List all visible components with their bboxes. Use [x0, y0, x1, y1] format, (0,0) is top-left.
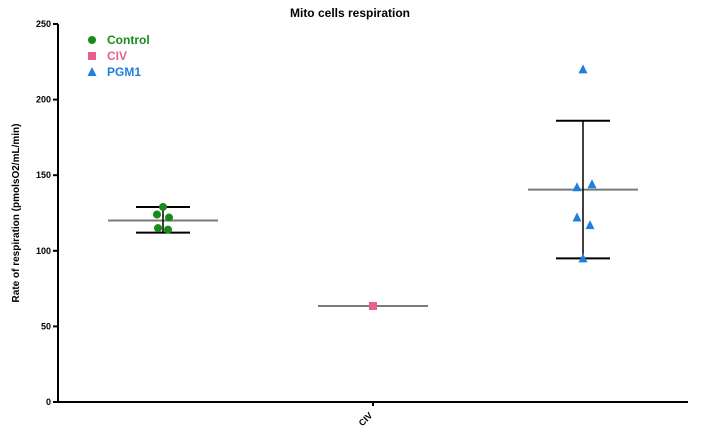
data-point: [572, 182, 582, 192]
y-tick-label: 50: [41, 321, 51, 331]
data-point: [572, 212, 582, 222]
x-axis-ticks: CIV: [357, 402, 375, 428]
data-point: [578, 253, 588, 263]
legend: Control CIV PGM1: [87, 33, 150, 79]
legend-marker-civ: [88, 52, 96, 60]
series-pgm1: [528, 64, 638, 263]
y-tick-label: 200: [36, 95, 51, 105]
y-axis-label: Rate of respiration (pmolsO2/mL/min): [11, 124, 22, 303]
y-tick-label: 150: [36, 170, 51, 180]
legend-marker-pgm1: [87, 67, 97, 76]
legend-marker-control: [88, 36, 96, 44]
data-point: [587, 179, 597, 189]
chart-title: Mito cells respiration: [290, 6, 410, 20]
data-point: [578, 64, 588, 74]
x-tick-label: CIV: [357, 410, 375, 428]
plot-marks: [108, 64, 638, 310]
y-tick-label: 0: [46, 397, 51, 407]
legend-label-civ: CIV: [107, 49, 127, 63]
y-tick-label: 100: [36, 246, 51, 256]
legend-label-control: Control: [107, 33, 150, 47]
y-axis-ticks: 0 50 100 150 200 250: [36, 19, 58, 407]
y-tick-label: 250: [36, 19, 51, 29]
data-point: [369, 301, 377, 310]
data-point: [164, 225, 172, 234]
legend-label-pgm1: PGM1: [107, 65, 141, 79]
series-control: [108, 202, 218, 234]
data-point: [153, 210, 161, 219]
data-point: [585, 220, 595, 230]
series-civ: [318, 301, 428, 310]
data-point: [165, 213, 173, 222]
data-point: [159, 202, 167, 211]
data-point: [154, 224, 162, 233]
